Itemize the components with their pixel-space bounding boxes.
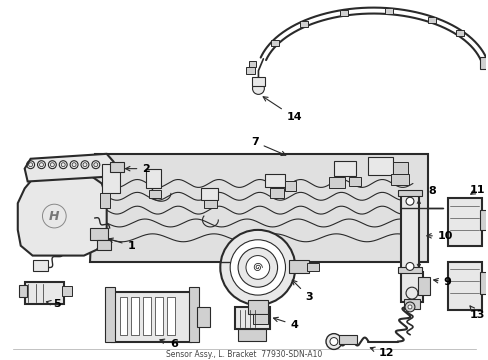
Polygon shape xyxy=(18,176,106,256)
Bar xyxy=(247,300,267,314)
Bar xyxy=(104,287,114,342)
Bar xyxy=(455,30,463,36)
Bar xyxy=(149,190,161,198)
Bar xyxy=(333,161,355,176)
Bar xyxy=(188,287,198,342)
Bar xyxy=(300,21,307,27)
Bar xyxy=(111,292,190,342)
Bar xyxy=(417,277,429,295)
Bar xyxy=(166,297,175,334)
Bar xyxy=(447,262,481,310)
Bar xyxy=(328,176,344,188)
Bar xyxy=(447,198,481,246)
Bar xyxy=(385,8,392,14)
Bar xyxy=(196,307,210,327)
Bar xyxy=(143,297,151,334)
Text: 6: 6 xyxy=(160,339,178,350)
Bar xyxy=(155,297,163,334)
Bar xyxy=(200,188,218,200)
Bar xyxy=(203,200,217,208)
Bar xyxy=(264,174,284,188)
Text: H: H xyxy=(49,210,60,222)
Circle shape xyxy=(407,305,411,309)
Bar xyxy=(392,162,407,174)
Bar xyxy=(479,273,487,294)
Bar xyxy=(368,157,392,175)
Bar xyxy=(390,174,408,185)
Bar xyxy=(238,329,265,341)
Bar xyxy=(479,210,487,230)
Text: 4: 4 xyxy=(273,317,298,330)
Text: 5: 5 xyxy=(46,299,61,309)
Text: 10: 10 xyxy=(426,231,452,241)
Bar xyxy=(248,61,256,67)
Bar xyxy=(131,297,139,334)
Text: 3: 3 xyxy=(292,280,312,302)
Bar xyxy=(119,297,127,334)
Circle shape xyxy=(252,82,264,94)
Bar xyxy=(289,260,308,273)
Bar xyxy=(400,193,418,273)
Text: 7: 7 xyxy=(250,137,285,156)
Circle shape xyxy=(325,334,341,350)
Polygon shape xyxy=(24,154,113,181)
Bar xyxy=(338,334,356,345)
Circle shape xyxy=(404,302,414,312)
Text: 12: 12 xyxy=(369,347,393,359)
Text: 9: 9 xyxy=(433,277,450,287)
Text: 2: 2 xyxy=(125,164,150,174)
Bar xyxy=(100,193,109,208)
Bar xyxy=(19,285,27,297)
Bar xyxy=(427,17,435,23)
Bar xyxy=(146,168,161,188)
Bar xyxy=(270,40,278,46)
Bar xyxy=(284,181,296,192)
Bar xyxy=(479,57,488,69)
Bar xyxy=(245,67,255,74)
Text: 14: 14 xyxy=(263,97,302,122)
Bar xyxy=(306,264,319,271)
Text: 1: 1 xyxy=(108,238,135,251)
Circle shape xyxy=(405,287,417,299)
Bar xyxy=(400,273,422,302)
Bar xyxy=(252,314,267,324)
Bar xyxy=(397,190,421,196)
Circle shape xyxy=(329,338,337,346)
Bar xyxy=(403,299,419,309)
Bar xyxy=(97,240,110,249)
Bar xyxy=(90,228,107,240)
Bar xyxy=(348,176,360,186)
Circle shape xyxy=(230,240,285,295)
Bar xyxy=(340,10,347,16)
Bar xyxy=(109,162,124,172)
Text: Sensor Assy., L. Bracket  77930-SDN-A10: Sensor Assy., L. Bracket 77930-SDN-A10 xyxy=(165,350,322,359)
Bar xyxy=(102,164,119,193)
Bar xyxy=(33,260,48,271)
Polygon shape xyxy=(90,154,427,262)
Bar xyxy=(24,282,64,304)
Text: 13: 13 xyxy=(468,306,484,320)
Circle shape xyxy=(405,262,413,270)
Bar xyxy=(235,307,269,329)
Bar xyxy=(62,286,72,296)
Circle shape xyxy=(405,197,413,205)
Text: 11: 11 xyxy=(468,185,484,195)
Bar xyxy=(269,188,283,198)
Circle shape xyxy=(238,248,277,287)
Circle shape xyxy=(245,256,269,279)
Bar xyxy=(251,77,265,86)
Bar xyxy=(397,267,421,273)
Circle shape xyxy=(220,230,295,305)
Text: 8: 8 xyxy=(428,186,436,196)
